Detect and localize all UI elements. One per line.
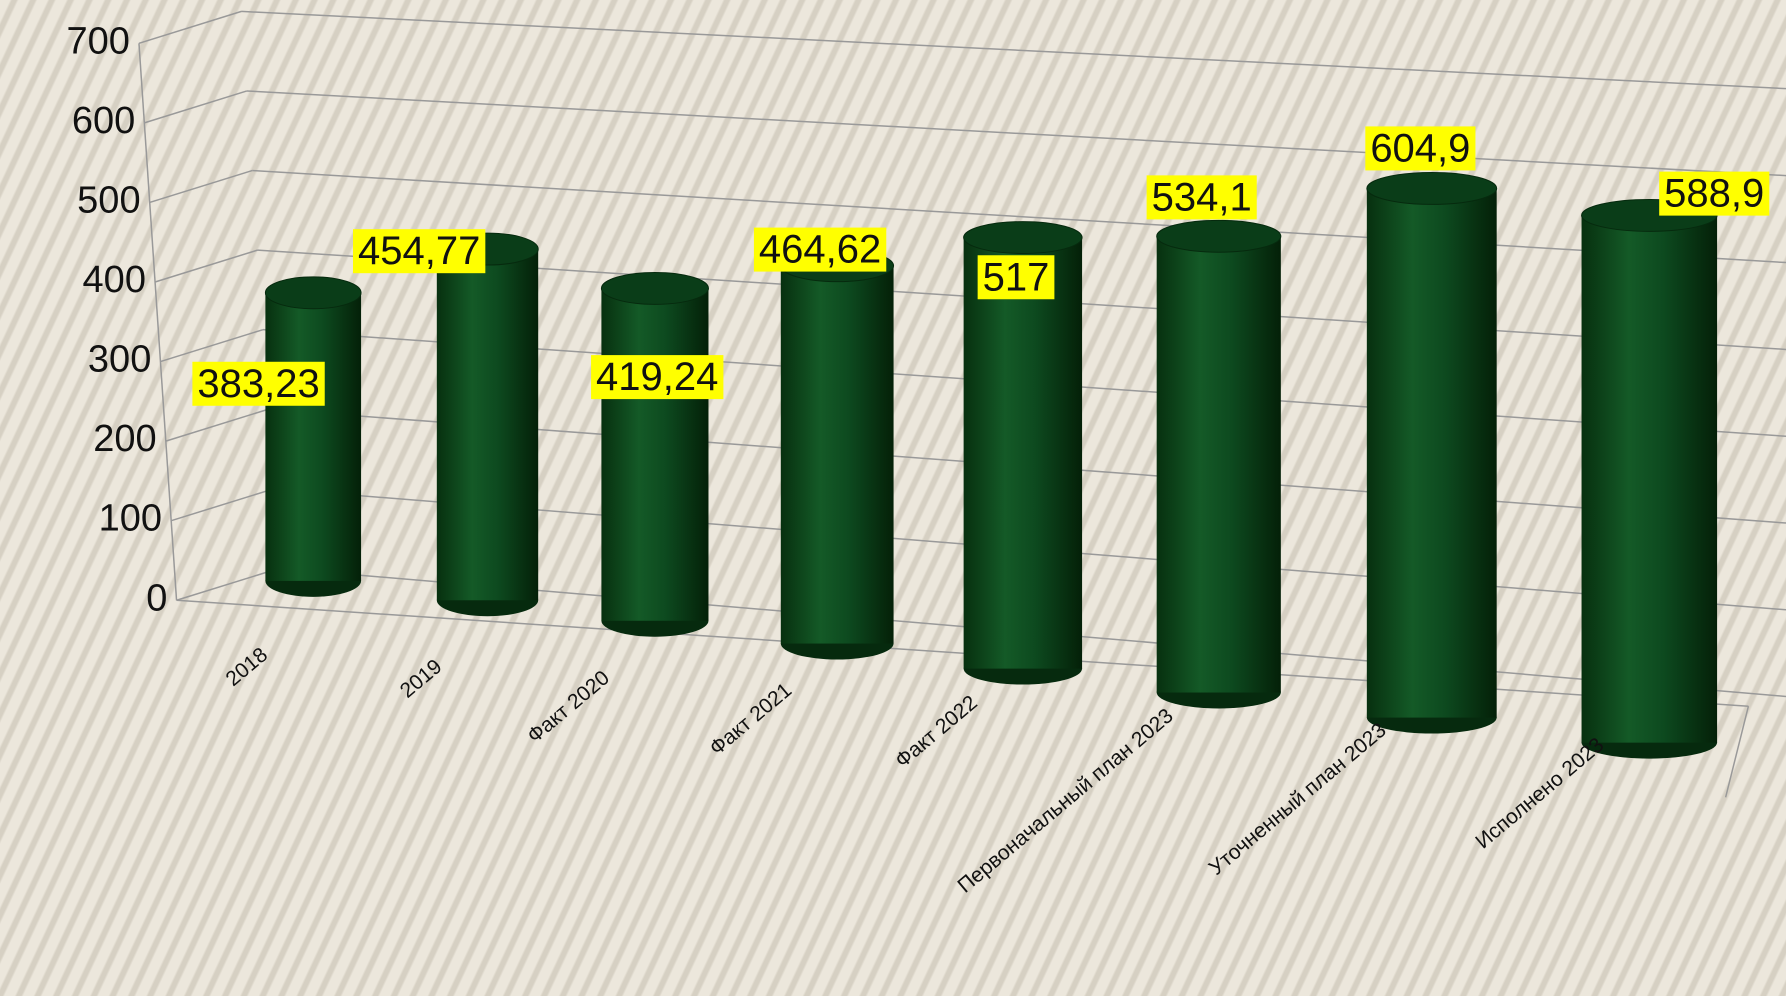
bar — [1156, 236, 1281, 693]
y-tick-label: 300 — [88, 339, 151, 381]
grid-line — [154, 249, 258, 283]
grid-line — [165, 408, 269, 442]
x-axis — [1724, 706, 1750, 798]
cylinder — [264, 276, 362, 597]
x-tick-label: Факт 2020 — [523, 666, 614, 747]
grid-line — [176, 567, 280, 601]
value-label: 383,23 — [197, 362, 319, 406]
grid-line — [138, 10, 242, 44]
bar — [963, 237, 1083, 669]
cylinder-top — [600, 271, 709, 305]
value-label-box — [1146, 175, 1257, 220]
value-label: 454,77 — [358, 229, 480, 273]
y-axis — [138, 43, 178, 601]
cylinder-top — [1366, 171, 1498, 205]
grid-line — [160, 328, 264, 363]
value-label: 517 — [983, 255, 1050, 299]
grid-line — [170, 488, 274, 522]
bar — [1581, 215, 1718, 743]
grid-line — [149, 169, 253, 204]
x-tick-label: 2019 — [396, 655, 447, 703]
y-tick-label: 700 — [66, 20, 129, 62]
x-tick-label: Факт 2021 — [705, 679, 796, 760]
x-tick-label: Исполнено 2023 — [1471, 733, 1608, 853]
cylinder-top — [1156, 219, 1282, 253]
cylinder — [600, 271, 709, 637]
value-label: 419,24 — [596, 355, 718, 399]
grid-line — [241, 10, 1786, 90]
value-label-box — [1365, 126, 1476, 171]
value-label-box — [352, 229, 486, 274]
value-label-box — [1659, 171, 1770, 216]
cylinder — [1581, 198, 1718, 759]
value-label-box — [977, 255, 1055, 300]
bar — [265, 292, 362, 581]
y-tick-label: 400 — [83, 259, 146, 301]
cylinder — [780, 249, 895, 660]
y-tick-label: 500 — [77, 179, 140, 221]
x-tick-label: Факт 2022 — [891, 691, 982, 772]
y-tick-label: 600 — [72, 100, 135, 142]
y-tick-label: 200 — [93, 418, 156, 460]
x-tick-label: Первоначальный план 2023 — [953, 704, 1177, 897]
cylinder — [963, 221, 1083, 685]
cylinder — [436, 232, 539, 617]
value-label-box — [192, 361, 325, 406]
x-tick-label: 2018 — [222, 643, 273, 691]
value-label: 588,9 — [1664, 172, 1764, 216]
grid-line — [144, 90, 248, 124]
cylinder — [1156, 219, 1282, 709]
cylinder — [1366, 171, 1498, 734]
value-label: 534,1 — [1152, 175, 1252, 219]
grid-line — [252, 169, 1786, 264]
grid-line — [246, 90, 1786, 177]
bar — [601, 288, 709, 621]
bar — [780, 265, 894, 644]
value-label-box — [753, 227, 887, 272]
value-label: 464,62 — [759, 228, 881, 272]
cylinder-top — [963, 221, 1083, 254]
x-tick-label: Уточненный план 2023 — [1205, 719, 1391, 880]
cylinder-top — [264, 276, 362, 310]
value-label-box — [591, 355, 724, 400]
bar — [1366, 188, 1497, 718]
bar — [436, 249, 539, 601]
y-tick-label: 0 — [146, 577, 167, 619]
y-tick-label: 100 — [99, 498, 162, 540]
value-label: 604,9 — [1370, 126, 1470, 170]
